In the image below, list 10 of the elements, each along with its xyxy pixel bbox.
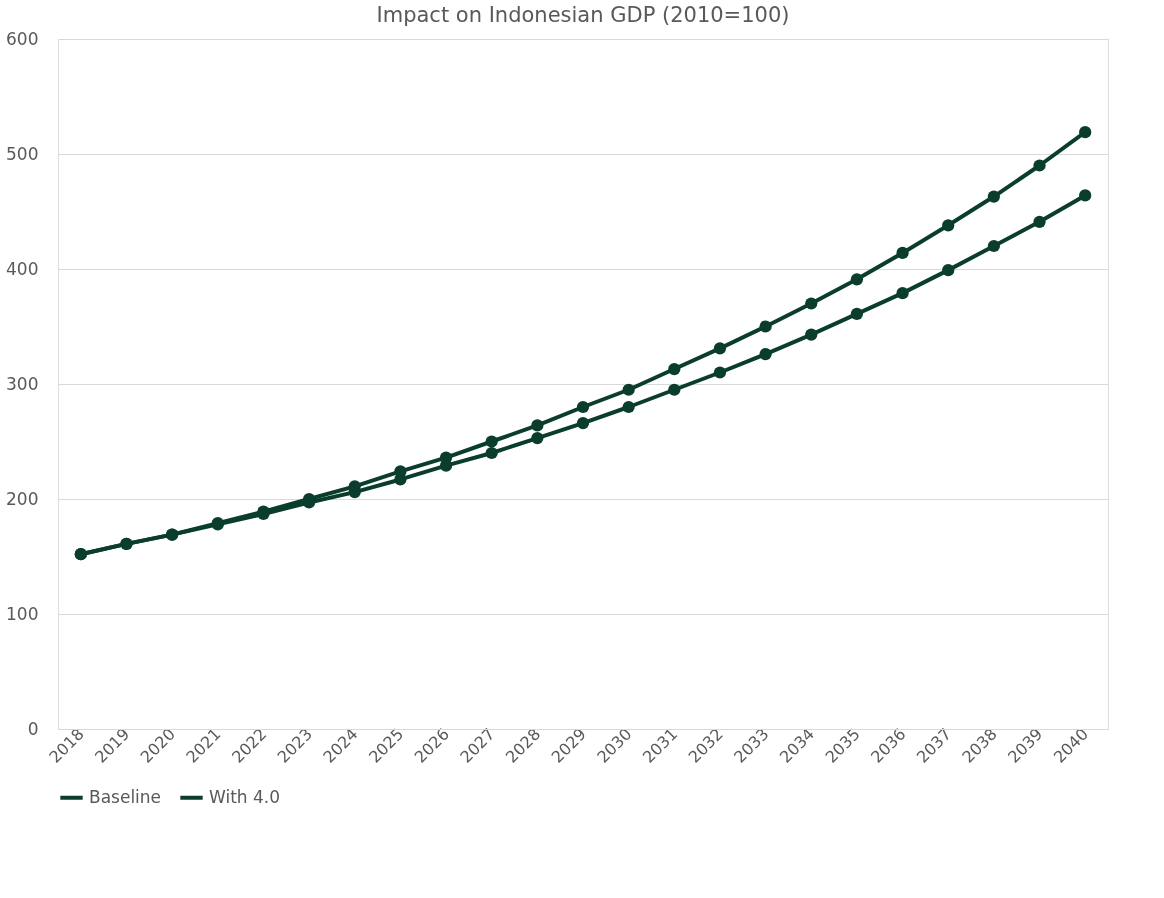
- y-tick-label: 200: [6, 488, 39, 509]
- y-tick-label: 0: [27, 718, 39, 739]
- legend-label: With 4.0: [209, 786, 281, 807]
- chart-title: Impact on Indonesian GDP (2010=100): [376, 3, 790, 27]
- y-tick-label: 500: [6, 143, 39, 164]
- legend-label: Baseline: [89, 786, 162, 807]
- y-tick-label: 100: [6, 603, 39, 624]
- y-tick-label: 300: [6, 373, 39, 394]
- y-tick-label: 600: [6, 28, 39, 49]
- y-tick-label: 400: [6, 258, 39, 279]
